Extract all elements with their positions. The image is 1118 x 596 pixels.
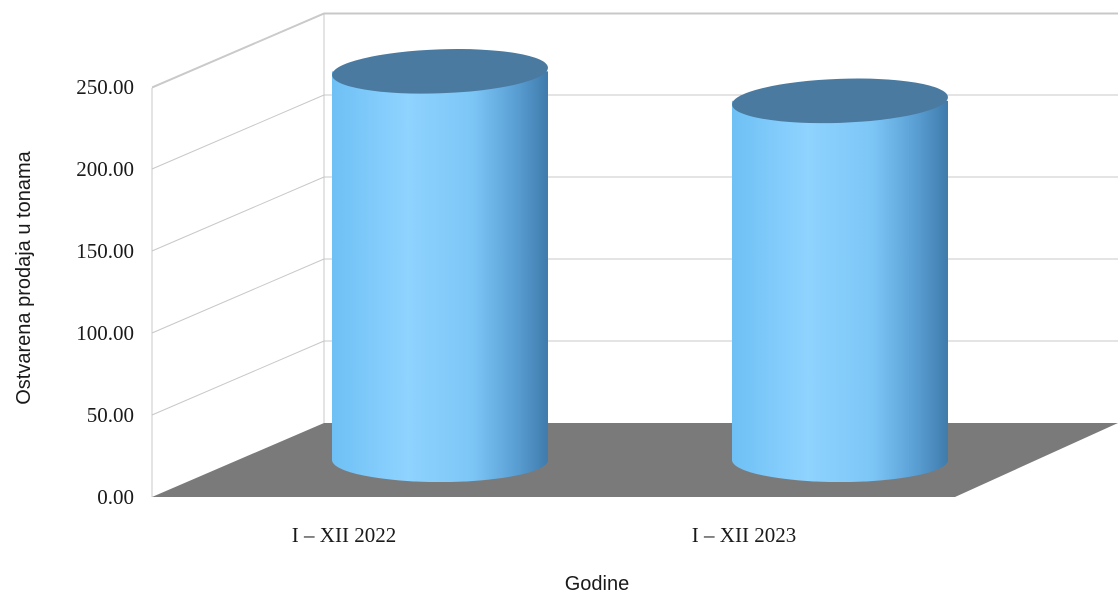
cylinder-body	[732, 100, 948, 482]
labels-layer: 0.00 50.00 100.00 150.00 200.00 250.00 I – XII…	[76, 75, 796, 547]
y-tick-label: 100.00	[76, 321, 134, 345]
cylinder-top	[332, 49, 548, 94]
floor-plane	[152, 423, 1118, 497]
x-axis-title: Godine	[565, 573, 630, 595]
y-tick-label: 150.00	[76, 239, 134, 263]
y-tick-label: 0.00	[97, 485, 134, 509]
cylinder-bar	[732, 78, 948, 482]
cylinder-body	[332, 71, 548, 482]
y-tick-label: 250.00	[76, 75, 134, 99]
floor-layer	[152, 423, 1118, 497]
cylinder-top	[732, 78, 948, 124]
x-category-label: I – XII 2022	[292, 523, 396, 547]
cylinder-bar	[332, 49, 548, 482]
side-wall-top-edge	[151, 13, 325, 89]
gridline-side	[151, 94, 325, 170]
gridline-side	[151, 12, 325, 88]
gridline-side	[151, 340, 325, 416]
y-tick-label: 200.00	[76, 157, 134, 181]
gridline-side	[151, 258, 325, 334]
bars-layer	[332, 49, 948, 482]
x-category-label: I – XII 2023	[692, 523, 796, 547]
y-tick-label: 50.00	[87, 403, 134, 427]
gridline-side	[151, 176, 325, 252]
y-axis-title: Ostvarena prodaja u tonama	[13, 150, 35, 404]
